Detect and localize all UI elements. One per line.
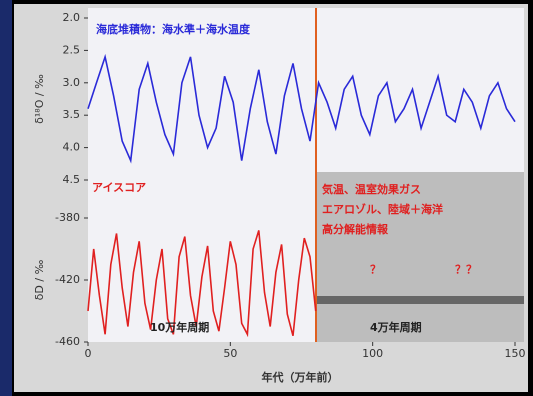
annotation: エアロゾル、陸域＋海洋 [322, 202, 443, 216]
shaded-region [316, 172, 524, 342]
x-tick-label: 50 [223, 347, 237, 360]
data-line [87, 53, 516, 164]
annotation: 気温、温室効果ガス [322, 182, 421, 196]
y-axis-label: δ¹⁸O / ‰ [33, 74, 46, 124]
y-tick-label: -420 [55, 273, 80, 286]
data-line [87, 230, 317, 338]
x-tick-label: 150 [505, 347, 526, 360]
y-tick-label: 2.5 [63, 43, 81, 56]
y-tick-label: -380 [55, 211, 80, 224]
y-axis-label: δD / ‰ [33, 259, 46, 300]
y-tick-label: 3.0 [63, 76, 81, 89]
y-tick-label: 2.0 [63, 11, 81, 24]
annotation: 高分解能情報 [322, 222, 389, 236]
annotation: ？ [370, 263, 381, 276]
chart-title: 海底堆積物：海水準＋海水温度 [96, 22, 251, 36]
y-tick-label: 4.5 [63, 173, 81, 186]
x-tick-label: 100 [362, 347, 383, 360]
x-tick-label: 0 [85, 347, 92, 360]
y-tick-label: 4.0 [63, 141, 81, 154]
annotation: 10万年周期 [150, 320, 209, 334]
y-tick-label: -460 [55, 335, 80, 348]
annotation: 4万年周期 [370, 320, 422, 334]
annotation: アイスコア [92, 181, 146, 194]
side-strip [0, 0, 12, 396]
annotation: ？？ [455, 263, 477, 276]
dark-band [316, 296, 524, 304]
y-tick-label: 3.5 [63, 108, 81, 121]
x-axis-label: 年代（万年前） [262, 370, 339, 384]
